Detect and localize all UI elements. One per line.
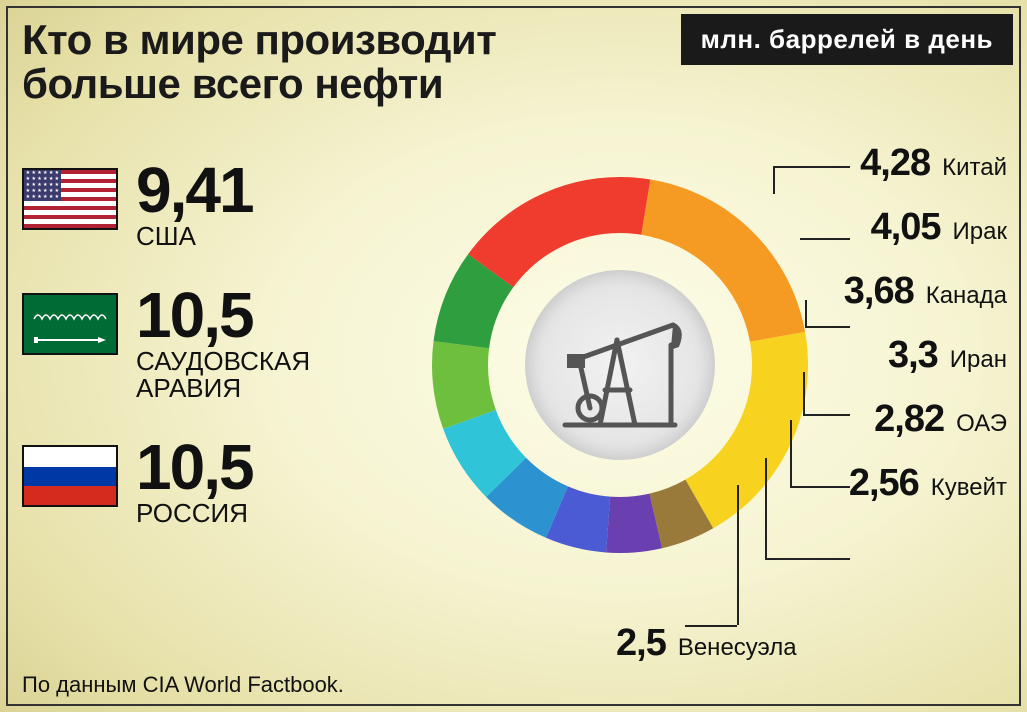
leader (790, 486, 850, 488)
value: 2,5 (616, 622, 666, 665)
list-item-venezuela: 2,5 Венесуэла (616, 622, 797, 665)
leader (790, 420, 792, 486)
value: 3,3 (888, 334, 938, 377)
leader (805, 300, 807, 326)
flag-usa: ★★★★★★★★★★★★★★★★★★★★★★★★★★★★★★ (22, 168, 118, 230)
label: Венесуэла (678, 634, 797, 662)
top3-value: 9,41 (136, 160, 253, 221)
oil-donut-chart (430, 175, 810, 555)
label: Ирак (953, 218, 1007, 246)
label: ОАЭ (956, 410, 1007, 438)
title-line-2: больше всего нефти (22, 60, 443, 107)
page-title: Кто в мире производит больше всего нефти (22, 18, 496, 106)
pumpjack-icon (545, 290, 695, 440)
label: Иран (950, 346, 1007, 374)
value: 2,56 (849, 462, 919, 505)
list-item: 3,3 Иран (844, 334, 1007, 377)
leader (773, 166, 775, 194)
list-item: 2,56 Кувейт (844, 462, 1007, 505)
top3-item-russia: 10,5 РОССИЯ (22, 437, 386, 527)
flag-saudi (22, 293, 118, 355)
unit-badge: млн. баррелей в день (681, 14, 1013, 65)
list-item: 4,28 Китай (844, 142, 1007, 185)
list-item: 2,82 ОАЭ (844, 398, 1007, 441)
title-line-1: Кто в мире производит (22, 16, 496, 63)
top3-value: 10,5 (136, 285, 386, 346)
top3-label: США (136, 223, 253, 250)
leader (773, 166, 850, 168)
leader (803, 372, 805, 414)
leader (800, 238, 850, 240)
value: 3,68 (844, 270, 914, 313)
leader (765, 558, 850, 560)
list-item: 4,05 Ирак (844, 206, 1007, 249)
top3-label: РОССИЯ (136, 500, 253, 527)
value: 4,05 (871, 206, 941, 249)
label: Кувейт (931, 474, 1007, 502)
other-countries-list: 4,28 Китай 4,05 Ирак 3,68 Канада 3,3 Иран 2,… (844, 142, 1007, 526)
list-item: 3,68 Канада (844, 270, 1007, 313)
top3-item-usa: ★★★★★★★★★★★★★★★★★★★★★★★★★★★★★★ 9,41 США (22, 160, 386, 250)
top3-item-saudi: 10,5 САУДОВСКАЯ АРАВИЯ (22, 285, 386, 402)
label: Китай (942, 154, 1007, 182)
top3-value: 10,5 (136, 437, 253, 498)
leader (737, 485, 739, 625)
donut-center (525, 270, 715, 460)
label: Канада (926, 282, 1007, 310)
value: 2,82 (874, 398, 944, 441)
top3-list: ★★★★★★★★★★★★★★★★★★★★★★★★★★★★★★ 9,41 США … (22, 160, 386, 563)
data-source: По данным CIA World Factbook. (22, 672, 344, 698)
value: 4,28 (860, 142, 930, 185)
flag-russia (22, 445, 118, 507)
leader (765, 458, 767, 558)
top3-label: САУДОВСКАЯ АРАВИЯ (136, 348, 386, 403)
